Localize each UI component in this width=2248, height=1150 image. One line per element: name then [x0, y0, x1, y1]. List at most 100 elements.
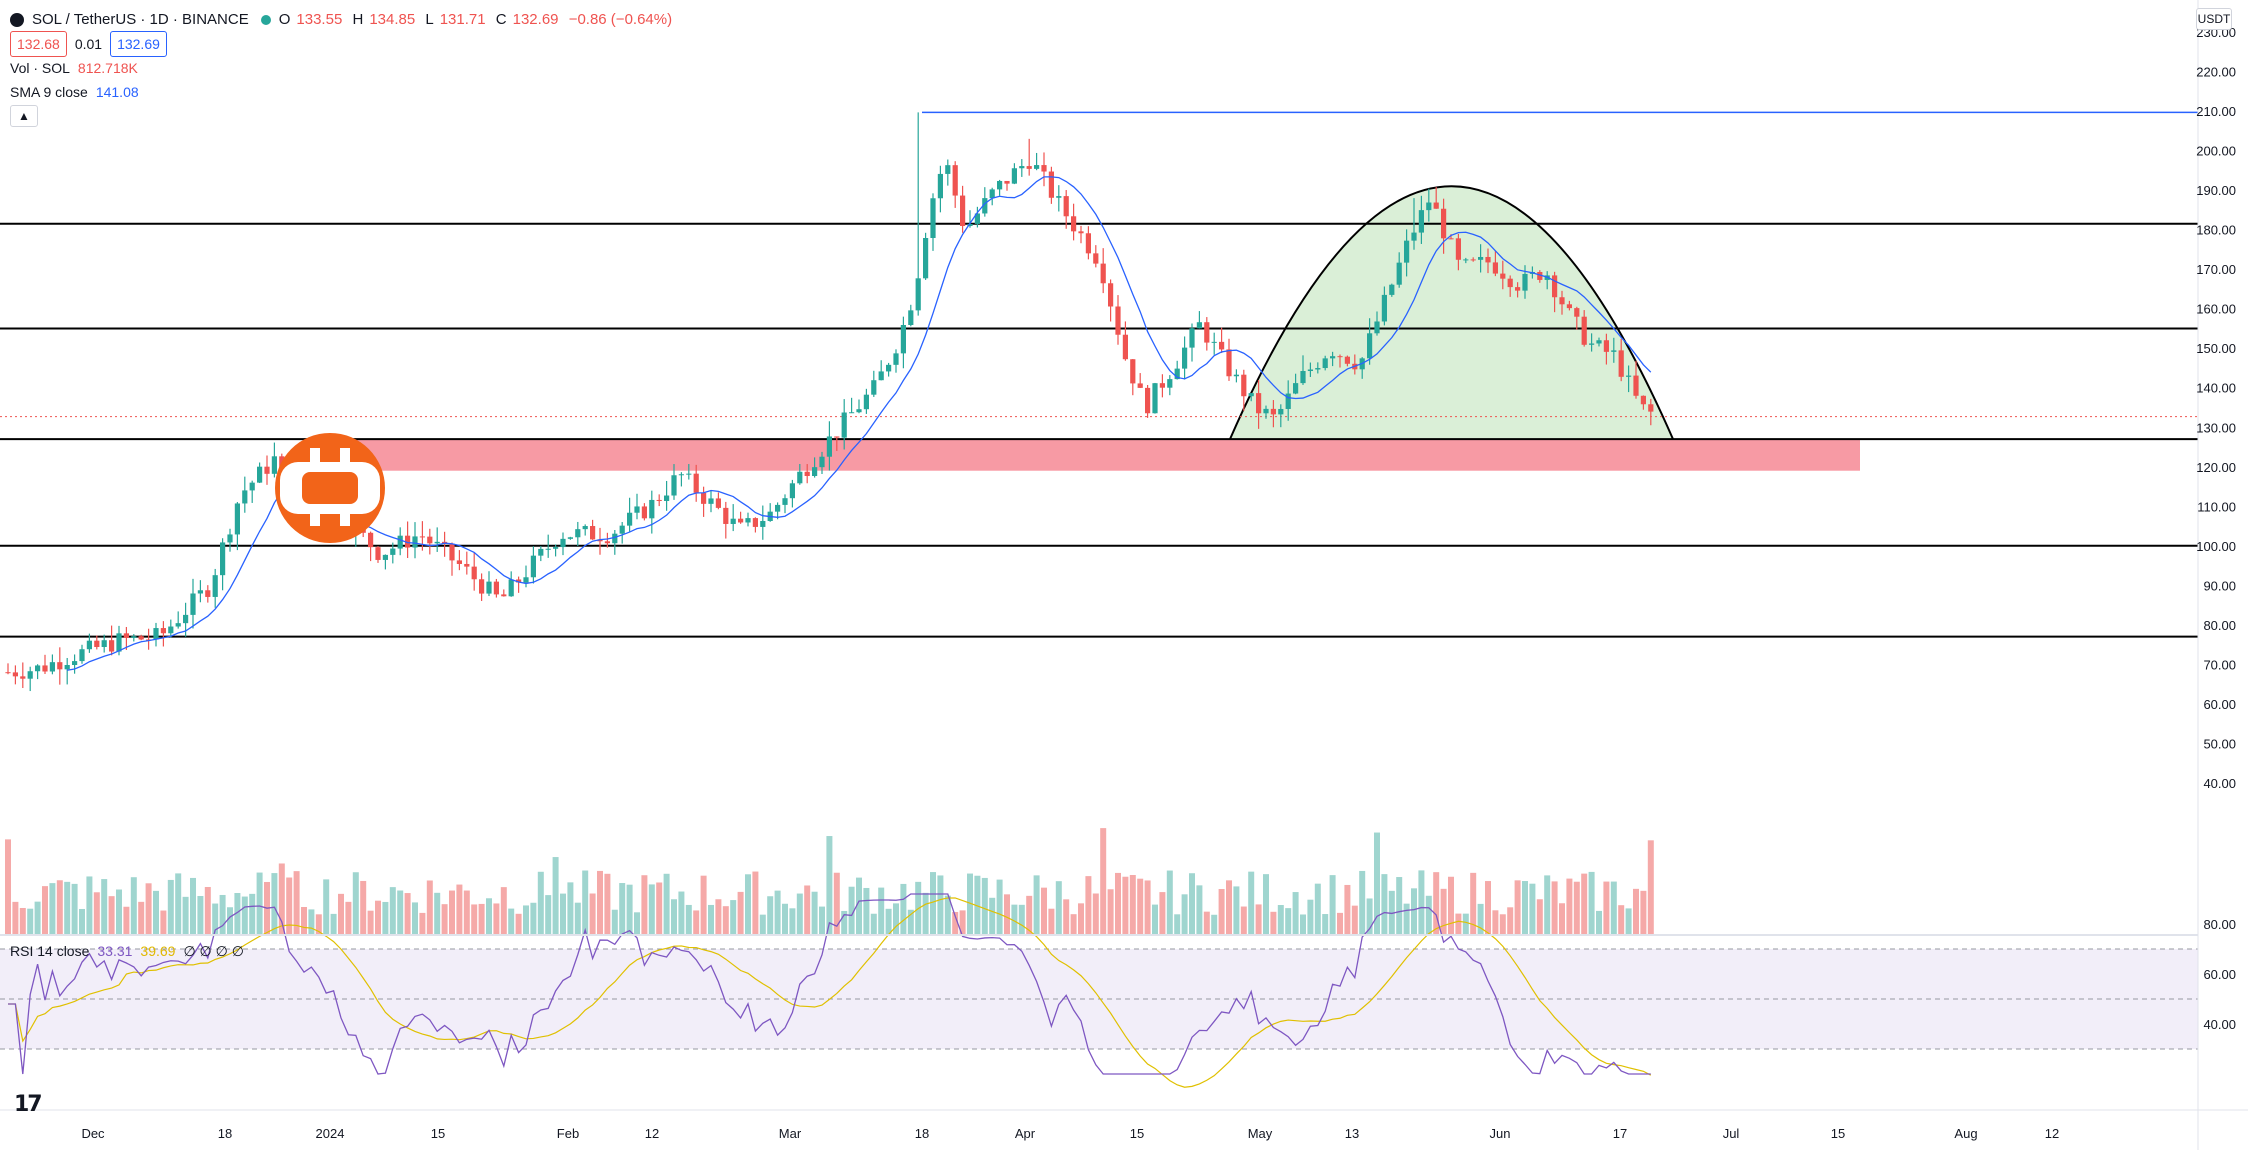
- candle-body: [1196, 322, 1202, 329]
- volume-bar: [1189, 873, 1195, 935]
- candle-body: [1648, 404, 1654, 412]
- candle-body: [493, 581, 499, 595]
- rsi-pane: [0, 893, 2198, 1088]
- price-tick-label: 180.00: [2196, 223, 2236, 238]
- volume-bar: [1485, 881, 1491, 935]
- volume-bar: [197, 896, 204, 935]
- time-axis[interactable]: Dec 18 2024 15 Feb 12 Mar 18 Apr 15 May 13 Jun 17 Jul 1…: [81, 1126, 2059, 1141]
- candle-body: [1478, 256, 1484, 260]
- candle-body: [1485, 256, 1491, 263]
- currency-selector[interactable]: USDT: [2196, 8, 2232, 30]
- price-tick-label: 190.00: [2196, 183, 2236, 198]
- volume-bar: [123, 906, 130, 935]
- candle-body: [375, 547, 381, 560]
- volume-bar: [1011, 904, 1018, 935]
- volume-bar: [360, 880, 367, 935]
- candle-body: [190, 593, 196, 615]
- candle-body: [20, 676, 26, 679]
- volume-bar: [611, 909, 618, 935]
- volume-bar: [996, 879, 1003, 935]
- candle-body: [1522, 273, 1528, 291]
- candle-body: [878, 371, 884, 381]
- volume-bar: [397, 890, 404, 935]
- volume-bar: [515, 913, 522, 935]
- volume-bar: [160, 910, 167, 935]
- tradingview-logo-icon[interactable]: 17: [14, 1092, 43, 1117]
- time-tick-label: Apr: [1015, 1126, 1036, 1141]
- candle-body: [1500, 273, 1506, 279]
- candle-body: [412, 536, 418, 548]
- candle-body: [604, 541, 610, 544]
- bid-price[interactable]: 132.68: [10, 31, 67, 57]
- volume-bar: [1344, 884, 1351, 935]
- candle-body: [1337, 356, 1343, 358]
- volume-bar: [426, 880, 433, 935]
- volume-bar: [101, 879, 108, 935]
- candle-body: [1270, 408, 1276, 415]
- volume-bar: [589, 893, 596, 935]
- candle-body: [1507, 278, 1513, 288]
- volume-bar: [219, 894, 226, 935]
- volume-bar: [345, 901, 352, 935]
- volume-bar: [301, 907, 307, 935]
- volume-bar: [878, 887, 885, 935]
- volume-bar: [922, 892, 929, 935]
- volume-bar: [1351, 905, 1358, 935]
- volume-bar: [967, 873, 973, 935]
- time-tick-label: Feb: [557, 1126, 579, 1141]
- volume-bar: [1514, 880, 1521, 935]
- price-tick-label: 40.00: [2203, 776, 2236, 791]
- candle-body: [619, 525, 625, 534]
- volume-bar: [56, 880, 63, 935]
- volume-bar: [1588, 871, 1595, 935]
- candle-body: [590, 526, 596, 540]
- candle-body: [1559, 297, 1565, 305]
- volume-bar: [323, 879, 330, 935]
- time-tick-label: 13: [1345, 1126, 1359, 1141]
- candle-body: [856, 409, 862, 413]
- volume-bar: [1337, 912, 1343, 935]
- volume-bar: [93, 892, 100, 935]
- volume-bar: [1477, 903, 1484, 935]
- sma-legend[interactable]: SMA 9 close 141.08: [10, 84, 139, 100]
- price-tick-label: 80.00: [2203, 618, 2236, 633]
- volume-legend[interactable]: Vol · SOL 812.718K: [10, 60, 138, 76]
- volume-bar: [153, 890, 159, 935]
- volume-bar: [1300, 914, 1306, 935]
- volume-bar: [508, 908, 515, 935]
- volume-bar: [1411, 888, 1417, 935]
- candle-body: [123, 633, 129, 638]
- volume-bar: [1063, 899, 1070, 935]
- volume-bar: [212, 903, 219, 935]
- volume-bar: [1329, 875, 1336, 935]
- volume-bar: [167, 879, 174, 935]
- market-status-icon[interactable]: [260, 15, 271, 25]
- price-tick-label: 100.00: [2196, 539, 2236, 554]
- candle-body: [826, 436, 832, 457]
- candle-body: [523, 577, 529, 583]
- ask-price[interactable]: 132.69: [110, 31, 167, 57]
- volume-bar: [1166, 870, 1173, 935]
- candle-body: [368, 532, 374, 548]
- candle-body: [35, 665, 41, 672]
- volume-bar: [1403, 903, 1410, 935]
- volume-bar: [1647, 840, 1654, 935]
- candle-body: [205, 590, 211, 597]
- candle-body: [1093, 253, 1099, 264]
- price-tick-label: 70.00: [2203, 657, 2236, 672]
- time-tick-label: May: [1248, 1126, 1273, 1141]
- symbol-title[interactable]: SOL / TetherUS · 1D · BINANCE: [32, 11, 249, 28]
- volume-bar: [1203, 911, 1210, 935]
- chevron-up-icon[interactable]: ▲: [10, 105, 38, 127]
- volume-bar: [64, 881, 71, 935]
- volume-bar: [1425, 895, 1432, 935]
- volume-bar: [989, 897, 996, 935]
- rsi-legend[interactable]: RSI 14 close 33.31 39.69 ∅ ∅ ∅ ∅: [10, 943, 244, 959]
- candle-body: [952, 165, 958, 196]
- candle-body: [516, 579, 522, 583]
- volume-bar: [715, 899, 722, 935]
- candle-body: [479, 579, 485, 594]
